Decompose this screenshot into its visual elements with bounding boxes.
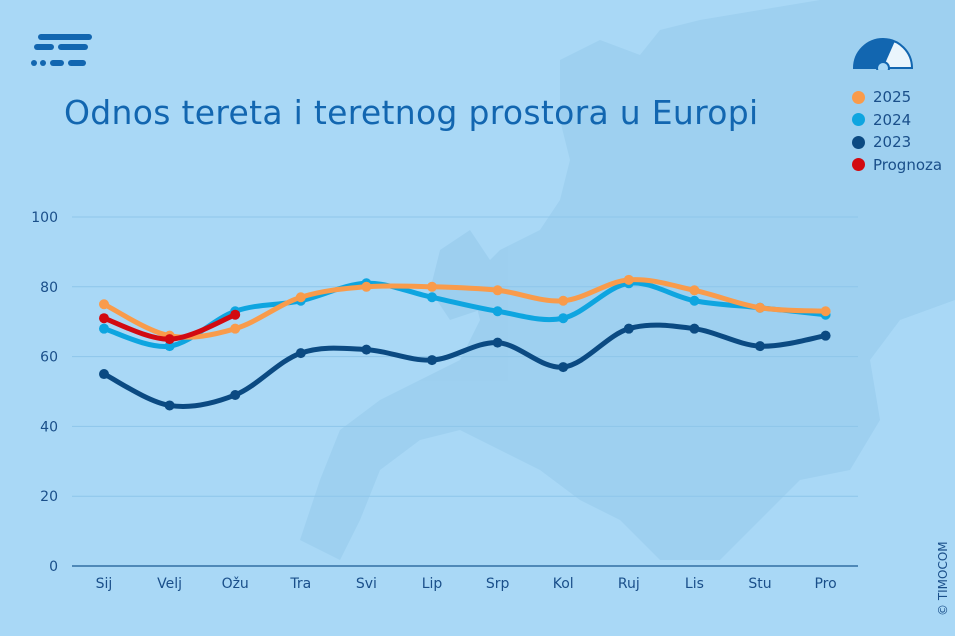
legend-label-2023: 2023	[873, 133, 912, 152]
legend-swatch-2025	[852, 90, 865, 104]
x-tick-label: Lip	[422, 576, 443, 592]
legend-item-prognoza: Prognoza	[852, 154, 942, 177]
data-point-2023	[558, 362, 569, 373]
legend-swatch-2023	[852, 135, 865, 149]
x-tick-label: Sij	[96, 576, 113, 592]
data-point-2023	[295, 348, 306, 359]
data-point-2023	[99, 369, 109, 380]
data-point-2025	[689, 285, 700, 296]
data-point-prognoza	[230, 309, 241, 320]
data-point-2024	[492, 306, 503, 317]
y-tick-label: 100	[31, 210, 58, 226]
x-tick-labels: Sij Velj Ožu Tra Svi Lip Srp Kol Ruj Lis Stu Pro	[96, 576, 837, 592]
data-point-2024	[689, 295, 700, 306]
legend-label-2025: 2025	[873, 88, 912, 107]
data-point-prognoza	[164, 334, 175, 345]
series-lines	[99, 274, 831, 411]
y-tick-label: 0	[49, 559, 58, 575]
legend-item-2024: 2024	[852, 109, 942, 132]
series-line-2024	[101, 280, 829, 349]
gridlines	[72, 216, 858, 567]
data-point-2023	[689, 323, 700, 334]
y-tick-label: 60	[40, 350, 58, 366]
legend-item-2023: 2023	[852, 131, 942, 154]
data-point-2023	[427, 355, 437, 366]
data-point-2024	[99, 323, 109, 334]
data-point-2025	[427, 281, 437, 292]
data-point-2025	[295, 292, 306, 303]
series-line-2025	[101, 277, 829, 340]
data-point-2023	[164, 400, 175, 411]
data-point-2025	[492, 285, 503, 296]
y-tick-label: 40	[40, 419, 58, 435]
legend-swatch-2024	[852, 113, 865, 127]
x-tick-label: Tra	[289, 576, 311, 592]
x-tick-label: Velj	[157, 576, 182, 592]
data-point-2023	[492, 337, 503, 348]
x-tick-label: Srp	[486, 576, 510, 592]
y-tick-label: 20	[40, 489, 58, 505]
legend: 2025 2024 2023 Prognoza	[852, 86, 942, 176]
chart-title: Odnos tereta i teretnog prostora u Europ…	[64, 93, 759, 132]
data-point-2025	[558, 295, 569, 306]
x-tick-label: Stu	[748, 576, 771, 592]
legend-label-2024: 2024	[873, 110, 912, 129]
data-point-2025	[820, 306, 831, 317]
data-point-2023	[623, 323, 634, 334]
data-point-2023	[820, 330, 831, 341]
copyright-text: © TIMOCOM	[936, 541, 950, 616]
data-point-2025	[623, 274, 634, 285]
data-point-2024	[558, 313, 569, 324]
legend-swatch-prognoza	[852, 158, 865, 172]
data-point-2025	[230, 323, 241, 334]
x-tick-label: Kol	[553, 576, 574, 592]
legend-item-2025: 2025	[852, 86, 942, 109]
data-point-2024	[427, 292, 437, 303]
data-point-2024	[164, 341, 175, 352]
data-point-2023	[361, 344, 372, 355]
x-tick-label: Ožu	[222, 576, 249, 592]
data-point-2023	[230, 389, 241, 400]
timocom-logo	[30, 34, 94, 72]
x-tick-label: Ruj	[618, 576, 640, 592]
data-point-2025	[99, 299, 109, 310]
y-tick-labels: 0 20 40 60 80 100	[31, 210, 58, 575]
data-point-2025	[755, 302, 765, 313]
data-point-2025	[361, 281, 372, 292]
x-tick-label: Lis	[685, 576, 704, 592]
data-point-2023	[755, 341, 765, 352]
x-tick-label: Svi	[356, 576, 377, 592]
y-tick-label: 80	[40, 280, 58, 296]
legend-label-prognoza: Prognoza	[873, 155, 943, 174]
x-tick-label: Pro	[814, 576, 836, 592]
gauge-icon	[852, 38, 914, 75]
data-point-prognoza	[99, 313, 109, 324]
